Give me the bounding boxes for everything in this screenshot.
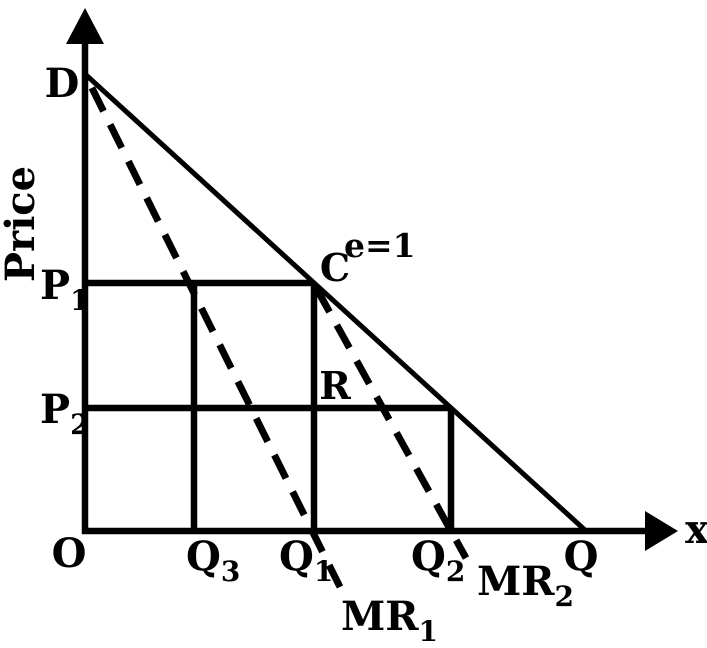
demand-label: D [45, 60, 80, 107]
y-axis-arrowhead-icon [66, 8, 104, 44]
q3-label-main: Q [186, 533, 221, 580]
p1-label: P1 [40, 262, 90, 317]
q2-label-sub: 2 [446, 555, 465, 588]
q2-label-main: Q [411, 533, 446, 580]
q1-label-main: Q [279, 533, 314, 580]
q-intercept-label: Q [564, 533, 599, 580]
x-axis-arrowhead-icon [645, 511, 678, 551]
x-axis-title: x [685, 506, 707, 553]
q3-label: Q3 [186, 533, 240, 588]
p2-label: P2 [40, 386, 90, 441]
point-r-label: R [319, 363, 351, 408]
y-axis-title: Price [0, 166, 44, 282]
q2-label: Q2 [411, 533, 465, 588]
q1-label: Q1 [279, 533, 333, 588]
q3-label-sub: 3 [221, 555, 240, 588]
mr2-label: MR2 [477, 558, 574, 613]
p1-label-main: P [40, 262, 70, 309]
mr1-label-main: MR [341, 593, 419, 640]
mr1-curve [83, 76, 344, 589]
p1-label-sub: 1 [70, 284, 89, 317]
point-c-label: C [320, 245, 350, 290]
mr1-label: MR1 [341, 593, 438, 648]
mr2-label-sub: 2 [555, 580, 574, 613]
demand-curve [83, 72, 588, 533]
mr2-curve [310, 282, 470, 560]
mr2-label-main: MR [477, 558, 555, 605]
elasticity-label: e=1 [344, 226, 416, 265]
p2-label-main: P [40, 386, 70, 433]
p2-label-sub: 2 [70, 408, 89, 441]
q1-label-sub: 1 [314, 555, 333, 588]
mr1-label-sub: 1 [419, 615, 438, 648]
origin-label: O [52, 530, 87, 577]
